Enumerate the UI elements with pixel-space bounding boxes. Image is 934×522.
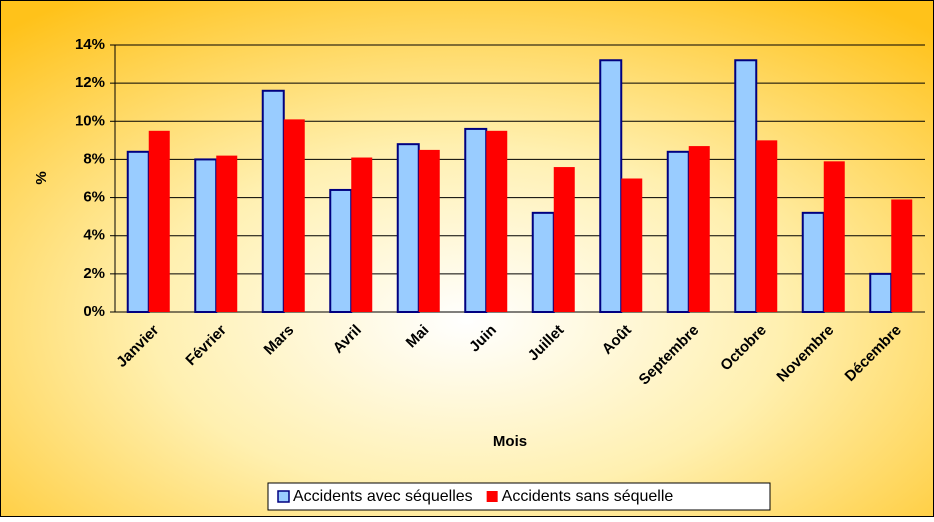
y-tick-label: 10%	[75, 112, 105, 129]
bar	[126, 150, 150, 313]
bar	[261, 89, 285, 314]
bar	[666, 150, 690, 313]
y-tick-label: 8%	[83, 150, 105, 167]
bar	[396, 143, 420, 313]
bar	[688, 146, 710, 312]
bar	[329, 188, 353, 313]
bar	[553, 167, 575, 312]
bar	[418, 149, 440, 312]
bar	[891, 199, 913, 312]
bar	[464, 127, 488, 313]
legend-label: Accidents avec séquelles	[293, 488, 473, 505]
bar	[283, 119, 305, 312]
bar	[869, 272, 893, 314]
y-tick-label: 4%	[83, 227, 105, 244]
bar	[801, 211, 825, 313]
legend-swatch	[277, 490, 290, 503]
bar	[734, 59, 758, 313]
bar	[599, 59, 623, 313]
bar	[823, 161, 845, 312]
y-tick-label: 14%	[75, 36, 105, 53]
y-tick-label: 12%	[75, 74, 105, 91]
legend-label: Accidents sans séquelle	[502, 488, 674, 505]
legend-swatch	[486, 491, 498, 502]
y-tick-label: 2%	[83, 265, 105, 282]
x-axis-label: Mois	[493, 433, 527, 450]
bar	[531, 211, 555, 313]
bar	[194, 158, 218, 313]
y-axis-label: %	[33, 171, 50, 184]
bar	[148, 130, 170, 312]
bar	[621, 178, 643, 312]
y-tick-label: 0%	[83, 303, 105, 320]
y-tick-label: 6%	[83, 189, 105, 206]
legend-box	[267, 482, 771, 511]
bar	[756, 140, 778, 312]
bar	[216, 155, 238, 312]
bar	[486, 130, 508, 312]
bar	[351, 157, 373, 312]
